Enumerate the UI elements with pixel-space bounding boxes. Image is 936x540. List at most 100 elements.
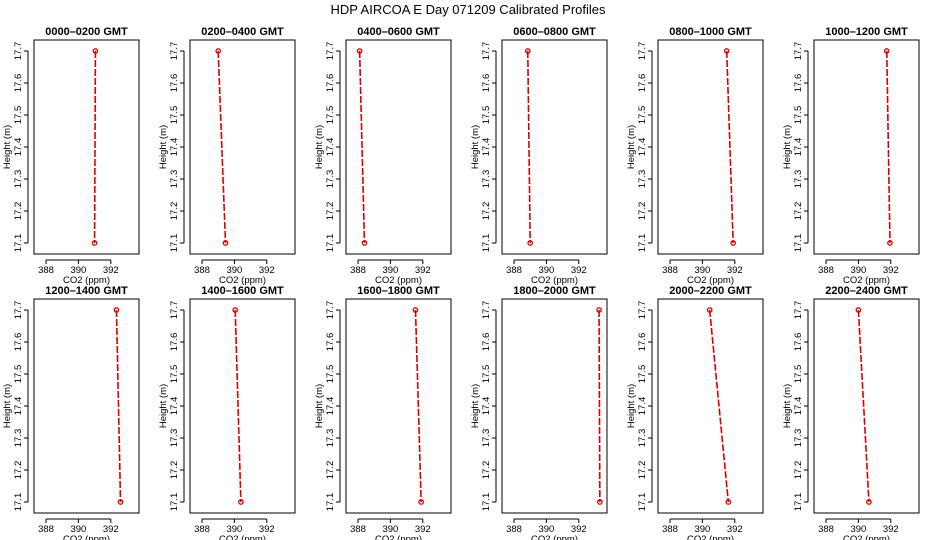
y-tick-label: 17.3 [325, 429, 336, 448]
y-tick-label: 17.6 [13, 333, 24, 352]
data-point [527, 240, 534, 246]
y-tick-label: 17.3 [637, 170, 648, 189]
x-axis-label: CO2 (ppm) [843, 534, 890, 540]
y-tick-label: 17.1 [793, 493, 804, 512]
y-tick-label: 17.3 [13, 429, 24, 448]
data-point [222, 240, 229, 246]
data-point [883, 48, 890, 54]
profile-line [857, 309, 870, 503]
y-tick-label: 17.2 [637, 202, 648, 221]
x-tick-label: 390 [850, 524, 866, 535]
y-tick-label: 17.2 [481, 461, 492, 480]
y-tick-label: 17.6 [325, 333, 336, 352]
y-tick-label: 17.3 [325, 170, 336, 189]
profile-line [526, 50, 531, 244]
profile-line [414, 309, 422, 503]
x-tick-label: 388 [194, 524, 210, 535]
x-tick-label: 392 [103, 265, 119, 276]
data-point [887, 240, 893, 246]
y-tick-label: 17.5 [793, 106, 804, 125]
y-tick-label: 17.5 [325, 106, 336, 125]
x-tick-label: 392 [259, 524, 275, 535]
profile-line [115, 309, 122, 503]
y-tick-label: 17.7 [325, 301, 336, 320]
x-tick-label: 390 [382, 265, 398, 276]
y-tick-label: 17.7 [637, 301, 648, 320]
x-tick-label: 390 [538, 265, 554, 276]
x-tick-label: 392 [103, 524, 119, 535]
x-tick-label: 392 [571, 265, 587, 276]
plot-frame [813, 298, 920, 514]
y-tick-label: 17.2 [481, 202, 492, 221]
x-tick-label: 390 [694, 524, 710, 535]
y-tick-label: 17.2 [13, 202, 24, 221]
y-tick-label: 17.7 [637, 42, 648, 61]
y-tick-label: 17.7 [169, 42, 180, 61]
y-tick-label: 17.4 [637, 138, 648, 157]
profile-line [725, 50, 734, 244]
x-tick-label: 390 [538, 524, 554, 535]
plot-frame [345, 298, 452, 514]
x-axis-label: CO2 (ppm) [375, 534, 422, 540]
y-axis-label: Height (m) [2, 384, 13, 428]
y-tick-label: 17.4 [637, 397, 648, 416]
panel-title: 0800–1000 GMT [669, 26, 752, 38]
data-point [730, 240, 737, 246]
panel-title: 0200–0400 GMT [201, 26, 284, 38]
y-tick-label: 17.4 [325, 397, 336, 416]
x-tick-label: 392 [415, 524, 431, 535]
profile-line [234, 309, 242, 503]
y-tick-label: 17.2 [793, 461, 804, 480]
x-tick-label: 392 [883, 524, 899, 535]
x-axis-label: CO2 (ppm) [375, 275, 422, 286]
y-tick-label: 17.1 [325, 234, 336, 253]
panel-title: 1800–2000 GMT [513, 285, 596, 297]
y-tick-label: 17.6 [13, 74, 24, 93]
y-tick-label: 17.1 [13, 234, 24, 253]
data-point [117, 499, 124, 505]
y-tick-label: 17.5 [481, 365, 492, 384]
y-tick-label: 17.5 [13, 106, 24, 125]
x-tick-label: 390 [850, 265, 866, 276]
y-tick-label: 17.3 [793, 429, 804, 448]
data-point [113, 307, 120, 313]
plot-frame [189, 298, 296, 514]
y-tick-label: 17.4 [793, 138, 804, 157]
plot-frame [33, 39, 140, 255]
panel-title: 1000–1200 GMT [825, 26, 908, 38]
y-tick-label: 17.6 [637, 74, 648, 93]
y-tick-label: 17.4 [793, 397, 804, 416]
panel-title: 0600–0800 GMT [513, 26, 596, 38]
y-axis-label: Height (m) [158, 125, 169, 169]
x-axis-label: CO2 (ppm) [63, 275, 110, 286]
y-tick-label: 17.1 [169, 493, 180, 512]
data-point [238, 499, 244, 505]
y-tick-label: 17.3 [793, 170, 804, 189]
y-axis-label: Height (m) [470, 125, 481, 169]
plot-frame [813, 39, 920, 255]
y-tick-label: 17.5 [637, 365, 648, 384]
data-point [92, 48, 99, 54]
panel-title: 0400–0600 GMT [357, 26, 440, 38]
data-point [232, 307, 239, 313]
y-tick-label: 17.1 [325, 493, 336, 512]
data-point [356, 48, 363, 54]
x-axis-label: CO2 (ppm) [531, 534, 578, 540]
y-axis-label: Height (m) [626, 384, 637, 428]
y-tick-label: 17.5 [481, 106, 492, 125]
y-tick-label: 17.7 [481, 42, 492, 61]
y-tick-label: 17.3 [169, 170, 180, 189]
profile-line [885, 50, 891, 244]
y-tick-label: 17.7 [13, 42, 24, 61]
y-tick-label: 17.4 [13, 138, 24, 157]
x-tick-label: 388 [350, 524, 366, 535]
x-axis-label: CO2 (ppm) [219, 275, 266, 286]
x-tick-label: 388 [662, 524, 678, 535]
